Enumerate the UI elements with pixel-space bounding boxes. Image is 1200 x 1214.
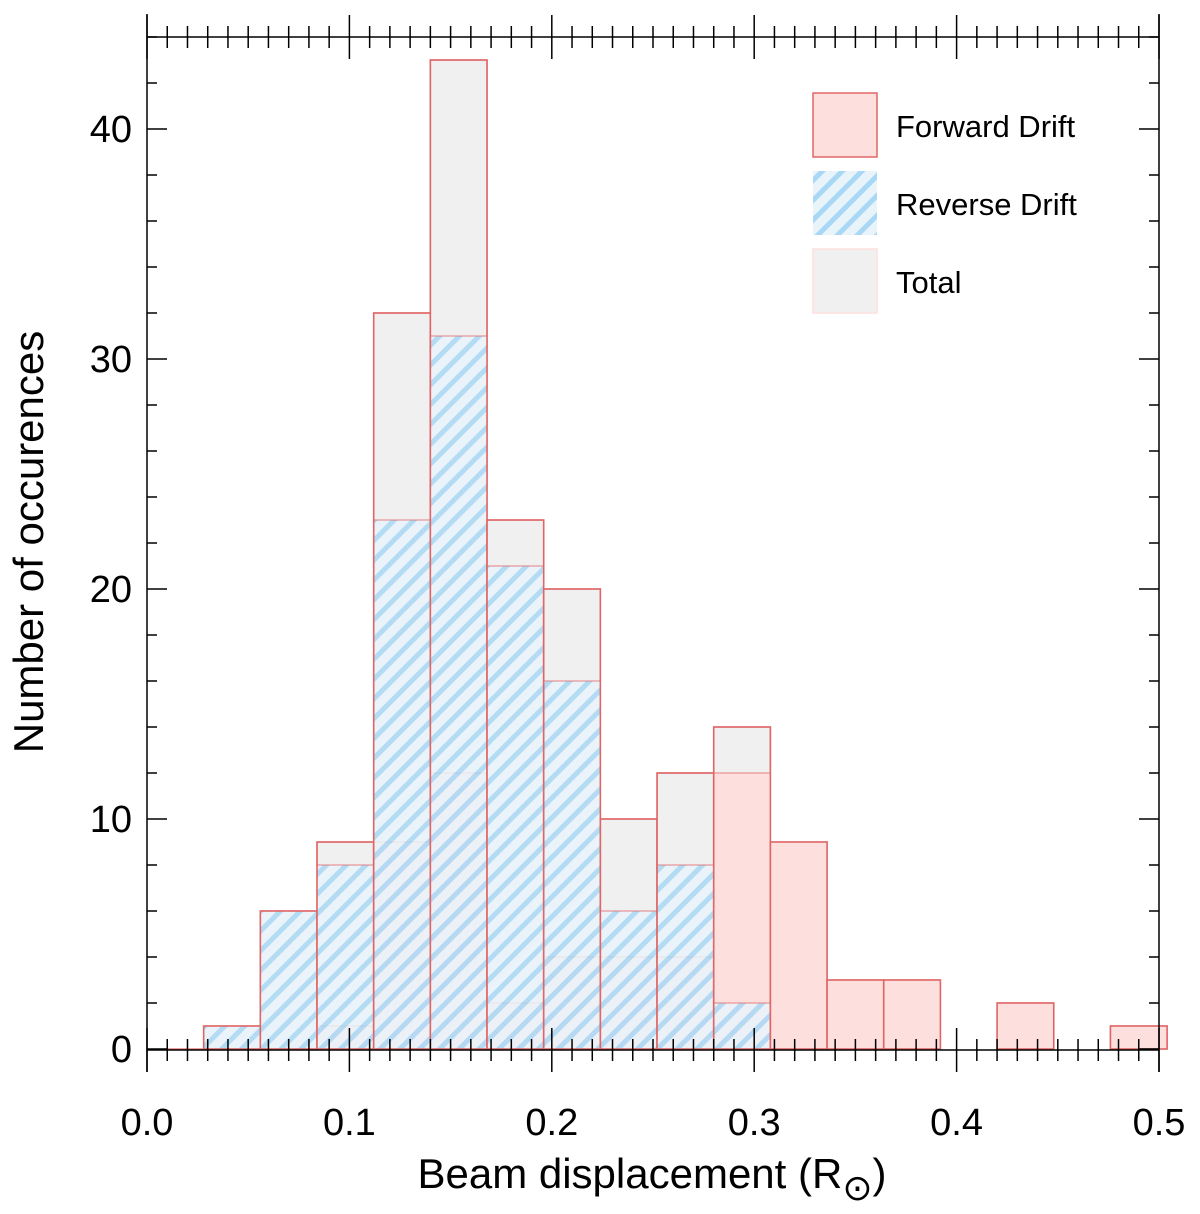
y-axis-title: Number of occurences	[5, 331, 52, 754]
total-bar-outline	[996, 1002, 1055, 1050]
y-tick-label: 30	[90, 339, 132, 381]
y-tick-label: 0	[111, 1029, 132, 1071]
reverse-drift-bar	[203, 1025, 261, 1050]
sun-symbol: ⊙	[842, 1167, 872, 1208]
x-tick-label: 0.0	[121, 1102, 174, 1144]
legend-swatch-forward	[812, 92, 878, 158]
reverse-drift-bar	[316, 864, 375, 1050]
legend-swatch-reverse	[813, 171, 877, 235]
reverse-drift-bar	[656, 864, 715, 1050]
forward-drift-bar	[826, 979, 885, 1050]
legend-label-total: Total	[896, 265, 961, 300]
legend-swatch-total	[812, 248, 878, 314]
reverse-drift-bar	[599, 910, 658, 1050]
reverse-drift-bar	[486, 565, 545, 1050]
y-tick-label: 20	[90, 569, 132, 611]
forward-drift-bar	[996, 1002, 1055, 1050]
x-tick-label: 0.4	[930, 1102, 983, 1144]
total-bar-outline	[882, 979, 942, 1050]
tick-labels: 0.0 0.1 0.2 0.3 0.4 0.5 0 10 20 30 40	[90, 109, 1186, 1144]
total-bar-outline	[769, 841, 828, 1050]
x-tick-label: 0.2	[525, 1102, 578, 1144]
x-tick-label: 0.5	[1133, 1102, 1186, 1144]
forward-drift-bar	[883, 979, 941, 1050]
legend-label-forward: Forward Drift	[896, 109, 1076, 144]
x-tick-label: 0.3	[728, 1102, 781, 1144]
legend-label-reverse: Reverse Drift	[896, 187, 1077, 222]
bars-layer	[165, 59, 1168, 1050]
legend: Forward Drift Reverse Drift Total	[812, 92, 1077, 314]
reverse-drift-bar	[543, 680, 601, 1050]
reverse-drift-bar	[373, 519, 431, 1050]
y-tick-label: 40	[90, 109, 132, 151]
reverse-drift-bar	[259, 910, 318, 1050]
y-tick-label: 10	[90, 799, 132, 841]
x-tick-label: 0.1	[323, 1102, 376, 1144]
axes-layer	[146, 14, 1160, 1072]
x-axis-title: Beam displacement (R⊙)	[417, 1150, 886, 1208]
forward-drift-bar	[769, 841, 828, 1050]
reverse-drift-bar	[429, 335, 488, 1050]
reverse-drift-bar	[713, 1002, 771, 1050]
